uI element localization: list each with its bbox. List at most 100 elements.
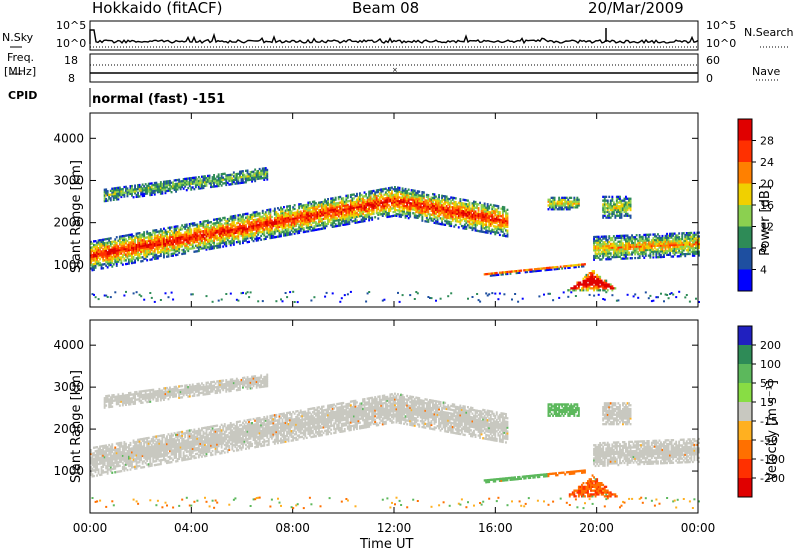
power-cell — [444, 208, 447, 211]
power-cell — [313, 206, 316, 209]
power-cell — [194, 237, 197, 240]
power-cell — [477, 203, 480, 206]
power-cell — [603, 235, 606, 238]
power-cell — [182, 241, 185, 244]
power-cell — [568, 266, 571, 269]
power-cell — [565, 200, 568, 203]
power-cell — [357, 221, 360, 224]
power-cell — [608, 258, 611, 261]
power-cell — [608, 237, 611, 240]
power-cell — [632, 238, 635, 241]
power-cell — [351, 203, 354, 206]
power-cell — [491, 211, 494, 214]
power-cell — [491, 272, 494, 275]
power-cell — [415, 205, 418, 208]
power-cell — [100, 252, 103, 255]
power-cell — [418, 194, 421, 197]
power-cell — [283, 232, 285, 235]
power-cell — [246, 169, 249, 172]
power-cell — [111, 265, 114, 268]
power-cell — [421, 210, 424, 213]
power-cell — [138, 187, 141, 190]
power-cell — [179, 187, 182, 191]
power-cell — [202, 177, 205, 180]
power-cell — [357, 203, 360, 207]
power-cell — [161, 192, 164, 195]
power-cell — [114, 190, 117, 194]
power-cell — [386, 193, 389, 196]
power-cell — [424, 220, 427, 223]
power-cell — [237, 229, 240, 232]
power-cell — [243, 181, 246, 184]
power-cell — [129, 248, 132, 252]
power-cell — [208, 178, 211, 181]
power-cell — [500, 218, 503, 222]
power-cell — [231, 177, 234, 180]
power-cell — [132, 246, 135, 249]
power-cell — [131, 260, 133, 263]
power-cell — [381, 299, 384, 302]
power-cell — [369, 192, 372, 195]
power-cell — [184, 177, 187, 181]
power-cell — [340, 214, 343, 217]
power-cell — [625, 212, 627, 215]
power-cell — [571, 264, 574, 267]
power-cell — [159, 243, 162, 246]
power-cell — [167, 240, 170, 243]
power-cell — [549, 292, 551, 295]
power-cell — [605, 237, 608, 240]
power-cell — [612, 235, 615, 238]
power-cell — [404, 195, 407, 198]
power-cell — [277, 207, 279, 210]
power-cell — [304, 230, 307, 233]
power-cell — [199, 238, 202, 241]
power-cell — [100, 246, 103, 249]
power-cell — [197, 238, 200, 241]
power-cell — [217, 223, 220, 226]
power-cell — [422, 210, 425, 213]
power-cell — [158, 239, 161, 243]
power-cell — [96, 249, 98, 252]
power-cell — [295, 224, 298, 227]
power-cell — [337, 198, 340, 201]
power-cell — [400, 215, 402, 218]
power-cell — [175, 182, 177, 186]
power-cell — [596, 241, 599, 244]
power-cell — [430, 202, 433, 205]
power-cell — [179, 239, 182, 243]
power-cell — [310, 225, 313, 228]
power-cell — [307, 218, 310, 221]
power-cell — [302, 217, 305, 220]
power-cell — [602, 252, 605, 255]
power-cell — [152, 231, 155, 234]
power-cell — [143, 254, 146, 257]
power-cell — [155, 230, 158, 234]
power-cell — [178, 247, 181, 250]
power-cell — [488, 224, 491, 227]
power-cell — [141, 235, 144, 238]
power-cell — [149, 235, 152, 239]
power-cell — [188, 230, 191, 233]
power-cell — [207, 219, 209, 222]
power-cell — [240, 215, 243, 218]
power-cell — [468, 213, 471, 216]
power-cell — [345, 223, 348, 226]
power-cell — [585, 285, 588, 288]
power-cell — [495, 221, 498, 225]
power-cell — [384, 197, 387, 200]
power-cell — [444, 206, 447, 209]
power-cell — [166, 184, 168, 187]
power-cell — [368, 219, 371, 222]
power-cell — [210, 234, 212, 237]
power-cell — [467, 212, 469, 215]
power-cell — [237, 237, 240, 240]
power-cell — [474, 221, 477, 224]
power-cell — [541, 267, 544, 270]
power-cell — [263, 219, 266, 222]
power-cell — [366, 200, 369, 203]
power-cell — [447, 209, 450, 212]
power-cell — [222, 226, 225, 229]
power-cell — [103, 263, 106, 266]
power-cell — [132, 235, 135, 238]
power-cell — [118, 194, 121, 197]
